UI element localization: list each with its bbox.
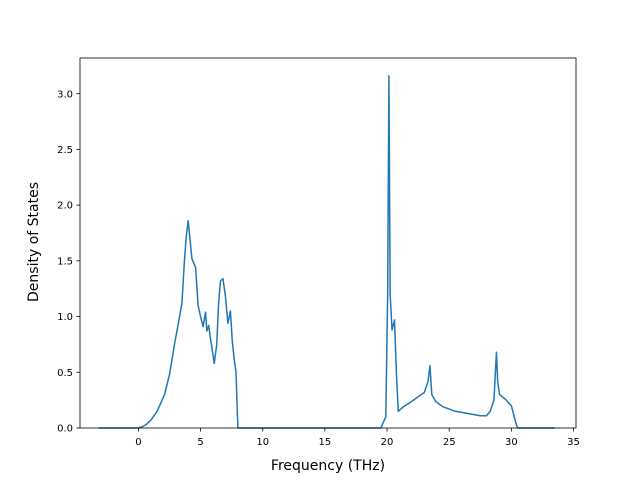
axes: 0 5 10 15 20 25 30 35 0.0 0.5 1.0 1.5 2.0 2.5 3.0 (57, 57, 580, 448)
x-tick-label: 0 (135, 437, 141, 448)
x-tick-label: 20 (381, 437, 394, 448)
x-axis-title: Frequency (THz) (271, 458, 385, 474)
x-tick-label: 35 (567, 437, 580, 448)
x-tick-label: 15 (319, 437, 332, 448)
x-tick-label: 30 (505, 437, 518, 448)
y-tick-label: 2.0 (57, 201, 73, 212)
axes-frame (79, 57, 577, 429)
y-tick-label: 0.5 (57, 368, 73, 379)
y-tick-label: 0.0 (57, 424, 73, 435)
y-tick-label: 3.0 (57, 89, 73, 100)
x-tick-label: 10 (256, 437, 269, 448)
y-tick-label: 1.5 (57, 256, 73, 267)
x-tick-label: 5 (197, 437, 203, 448)
x-tick-label: 25 (443, 437, 456, 448)
y-tick-label: 2.5 (57, 145, 73, 156)
y-tick-label: 1.0 (57, 312, 73, 323)
y-axis-title: Density of States (26, 182, 42, 302)
